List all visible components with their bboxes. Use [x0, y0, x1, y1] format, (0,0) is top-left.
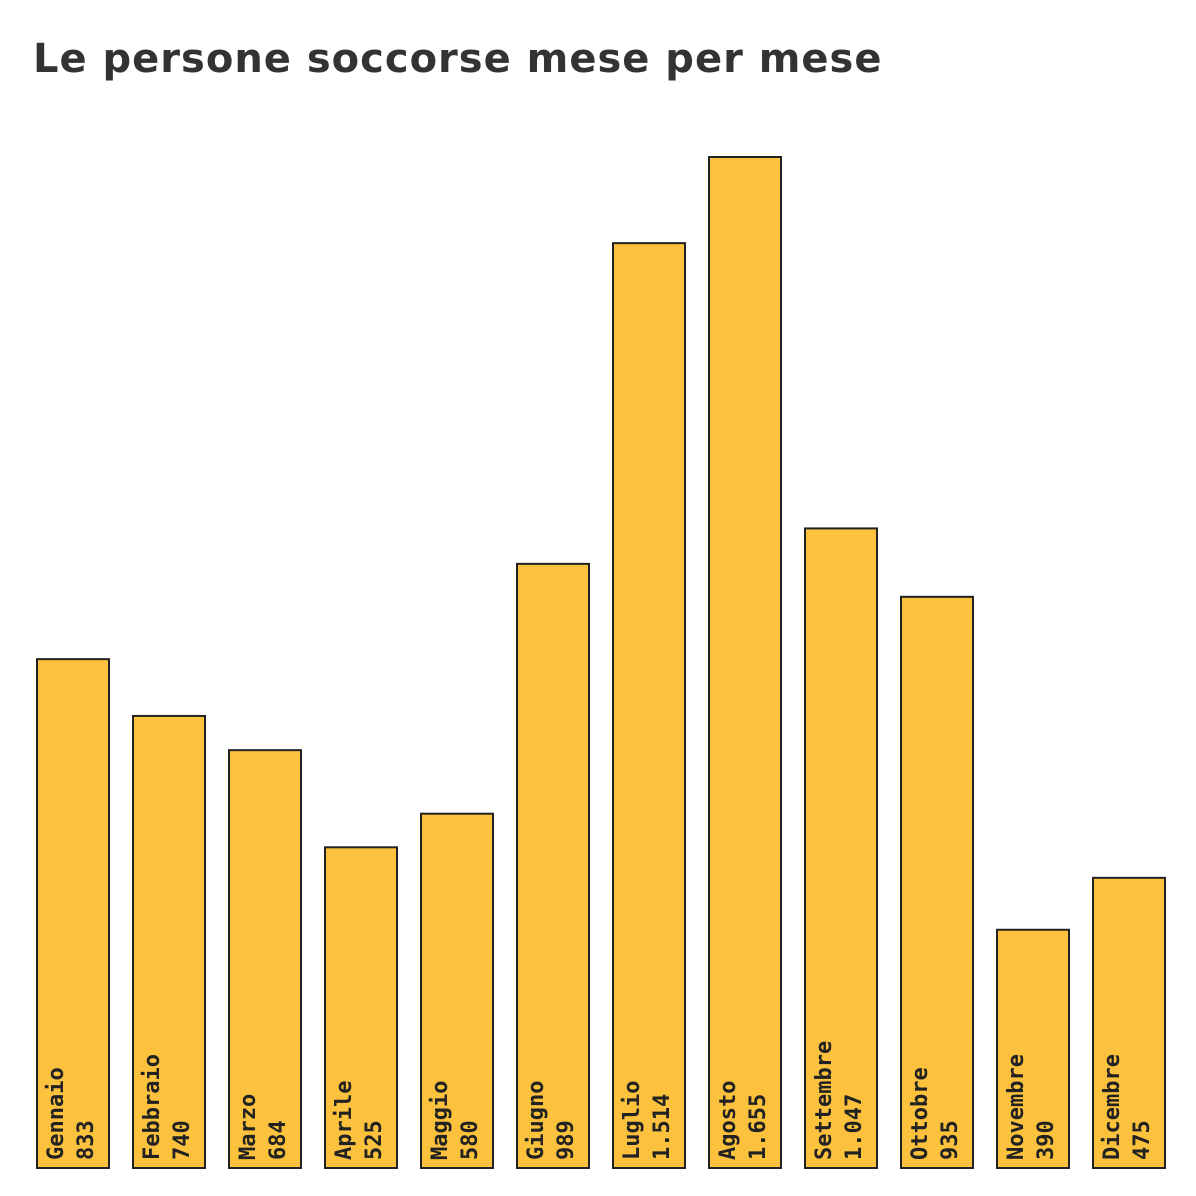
- bar: [36, 658, 110, 1170]
- category-label: Settembre: [812, 1041, 837, 1160]
- value-label: 1.047: [842, 1094, 867, 1160]
- chart-title: Le persone soccorse mese per mese: [33, 36, 882, 82]
- bar: [1092, 876, 1166, 1170]
- category-label: Luglio: [620, 1081, 645, 1160]
- bar: [420, 812, 494, 1169]
- bar: [132, 714, 206, 1169]
- value-label: 935: [938, 1120, 963, 1160]
- bar: [900, 595, 974, 1169]
- category-label: Febbraio: [140, 1054, 165, 1160]
- value-label: 525: [362, 1120, 387, 1160]
- category-label: Marzo: [236, 1094, 261, 1160]
- category-label: Dicembre: [1100, 1054, 1125, 1160]
- value-label: 390: [1034, 1120, 1059, 1160]
- bar: [612, 242, 686, 1169]
- category-label: Maggio: [428, 1081, 453, 1160]
- bar: [228, 749, 302, 1169]
- value-label: 580: [458, 1120, 483, 1160]
- bar: [804, 527, 878, 1169]
- value-label: 740: [170, 1120, 195, 1160]
- value-label: 989: [554, 1120, 579, 1160]
- bar: [516, 562, 590, 1169]
- bar: [324, 846, 398, 1169]
- category-label: Giugno: [524, 1081, 549, 1160]
- category-label: Gennaio: [44, 1067, 69, 1160]
- category-label: Ottobre: [908, 1067, 933, 1160]
- value-label: 684: [266, 1120, 291, 1160]
- category-label: Agosto: [716, 1081, 741, 1160]
- value-label: 1.514: [650, 1094, 675, 1160]
- value-label: 1.655: [746, 1094, 771, 1160]
- category-label: Aprile: [332, 1081, 357, 1160]
- category-label: Novembre: [1004, 1054, 1029, 1160]
- bar: [708, 156, 782, 1169]
- value-label: 475: [1130, 1120, 1155, 1160]
- value-label: 833: [74, 1120, 99, 1160]
- bar: [996, 928, 1070, 1169]
